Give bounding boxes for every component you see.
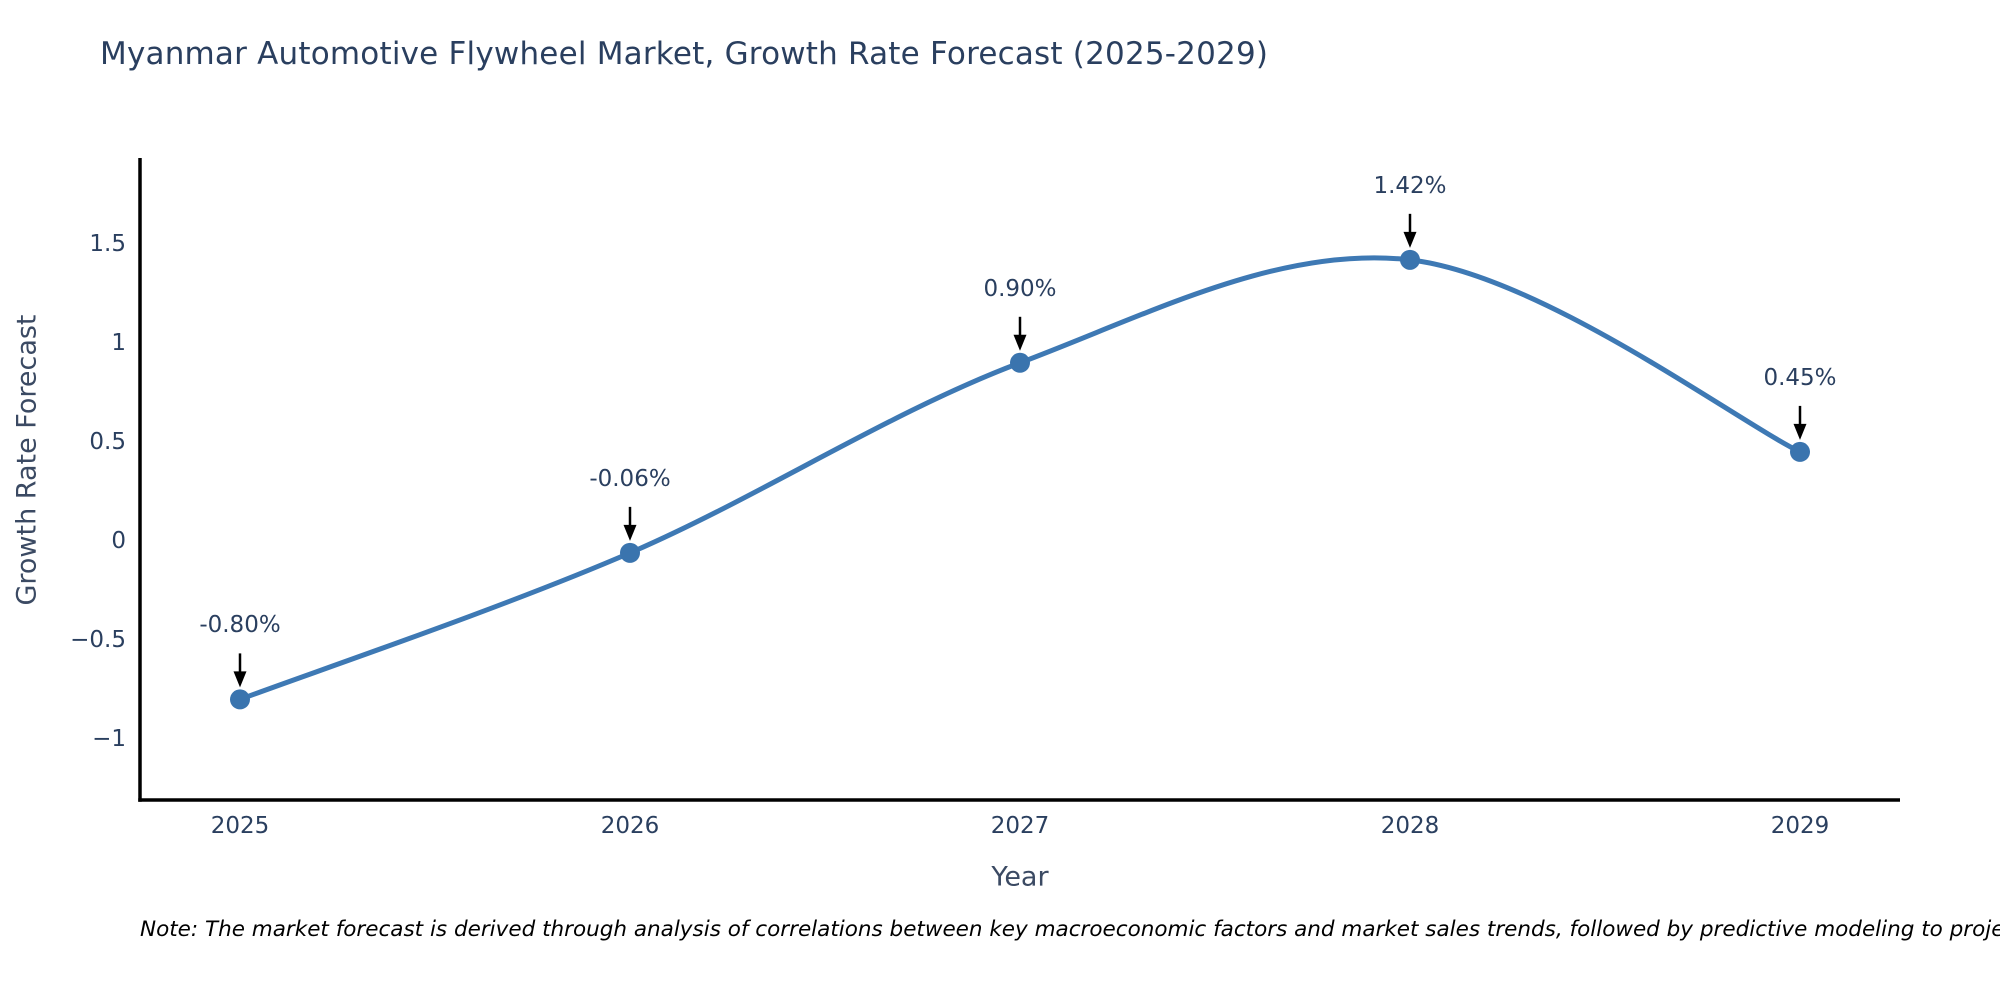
point-value-label: 0.90% bbox=[983, 275, 1057, 302]
y-tick-label: 0.5 bbox=[89, 429, 126, 455]
data-point-2028 bbox=[1400, 249, 1420, 270]
annotation-arrowhead bbox=[233, 671, 247, 688]
y-tick-label: 1 bbox=[111, 330, 126, 356]
data-point-2025 bbox=[230, 689, 250, 710]
x-tick-label: 2027 bbox=[990, 813, 1050, 839]
data-point-2029 bbox=[1790, 441, 1810, 462]
x-tick-label: 2026 bbox=[600, 813, 660, 839]
point-value-label: -0.06% bbox=[589, 465, 671, 492]
point-value-label: 0.45% bbox=[1763, 364, 1837, 391]
y-tick-label: −0.5 bbox=[70, 627, 126, 653]
y-tick-label: −1 bbox=[92, 726, 126, 752]
chart-title: Myanmar Automotive Flywheel Market, Grow… bbox=[100, 36, 1269, 72]
annotation-arrowhead bbox=[1403, 231, 1417, 248]
x-tick-label: 2028 bbox=[1380, 813, 1440, 839]
y-tick-label: 0 bbox=[111, 528, 126, 554]
annotation-arrowhead bbox=[1793, 423, 1807, 440]
x-axis-title: Year bbox=[991, 861, 1049, 893]
x-tick-label: 2029 bbox=[1770, 813, 1830, 839]
annotation-arrowhead bbox=[1013, 334, 1027, 351]
x-tick-label: 2025 bbox=[210, 813, 270, 839]
footnote: Note: The market forecast is derived thr… bbox=[140, 917, 2000, 942]
point-value-label: 1.42% bbox=[1373, 172, 1447, 199]
data-point-2027 bbox=[1010, 352, 1030, 373]
y-tick-label: 1.5 bbox=[89, 231, 126, 257]
annotation-arrowhead bbox=[623, 524, 637, 541]
data-point-2026 bbox=[620, 542, 640, 563]
point-value-label: -0.80% bbox=[199, 612, 281, 639]
